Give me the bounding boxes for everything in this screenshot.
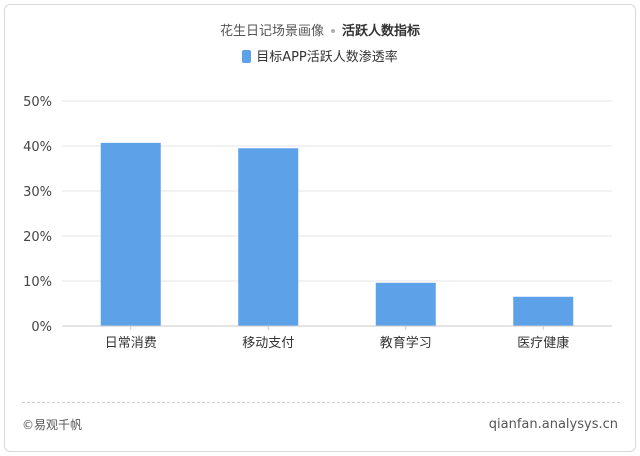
chart-legend: 目标APP活跃人数渗透率 [0, 46, 640, 65]
y-tick-label: 40% [23, 140, 52, 155]
chart-title: 花生日记场景画像 [219, 24, 324, 39]
bar-1[interactable] [100, 142, 161, 326]
chart-header: 花生日记场景画像 活跃人数指标 [0, 20, 640, 39]
legend-label: 目标APP活跃人数渗透率 [256, 50, 398, 65]
y-tick-label: 20% [23, 230, 52, 245]
bar-4[interactable] [513, 296, 574, 326]
y-tick-label: 50% [23, 95, 52, 110]
x-tick-label: 移动支付 [242, 336, 294, 351]
y-tick-label: 10% [23, 275, 52, 290]
legend-swatch [242, 50, 252, 63]
x-tick-label: 医疗健康 [517, 335, 569, 351]
bar-3[interactable] [375, 282, 436, 326]
y-tick-label: 30% [23, 185, 52, 200]
x-tick-label: 教育学习 [380, 335, 432, 351]
website-link[interactable]: qianfan.analysys.cn [488, 417, 618, 432]
footer-divider [22, 402, 620, 403]
title-separator-dot [331, 28, 335, 33]
y-axis-ticks: 0% 10% 20% 30% 40% 50% [23, 95, 52, 335]
y-tick-label: 0% [31, 320, 52, 335]
x-axis-ticks: 日常消费 移动支付 教育学习 医疗健康 [105, 326, 569, 351]
chart-subtitle: 活跃人数指标 [342, 24, 421, 39]
bars [100, 142, 574, 326]
x-tick-label: 日常消费 [105, 336, 157, 351]
bar-2[interactable] [238, 148, 299, 326]
copyright-text: ©易观千帆 [22, 418, 83, 432]
